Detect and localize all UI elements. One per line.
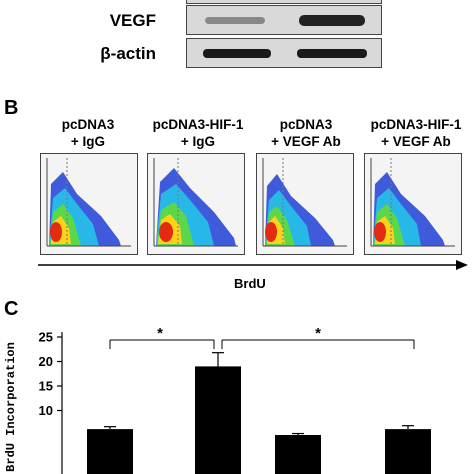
- band-actin-1: [203, 49, 271, 58]
- y-tick-label-1: 20: [39, 354, 53, 369]
- bar-2: [275, 435, 321, 474]
- flow-title-4: pcDNA3-HIF-1 + VEGF Ab: [360, 116, 472, 150]
- bar-chart: 25 20 15 10 * *: [39, 325, 431, 474]
- flow-title-3-line2: + VEGF Ab: [271, 134, 341, 149]
- flow-plot-4: [364, 153, 462, 255]
- bar-3: [385, 429, 431, 474]
- flow-title-2: pcDNA3-HIF-1 + IgG: [142, 116, 254, 150]
- bar-1: [195, 366, 241, 474]
- y-tick-label-2: 15: [39, 379, 53, 394]
- flow-title-3: pcDNA3 + VEGF Ab: [256, 116, 356, 150]
- blot-top-strip: [186, 0, 382, 4]
- flow-title-1-line2: + IgG: [70, 134, 106, 149]
- panel-c-letter: C: [4, 298, 19, 320]
- flow-title-4-line1: pcDNA3-HIF-1: [370, 117, 462, 132]
- flow-density-4: [365, 154, 461, 254]
- brdu-arrow: [38, 260, 468, 270]
- blot-strip-vegf: [186, 5, 382, 35]
- blot-label-beta-actin: β-actin: [100, 44, 156, 63]
- sig-star-2: *: [315, 325, 321, 342]
- flow-title-2-line2: + IgG: [180, 134, 216, 149]
- y-tick-label-0: 25: [39, 330, 53, 345]
- flow-plot-1: [40, 153, 138, 255]
- flow-title-4-line2: + VEGF Ab: [381, 134, 451, 149]
- panel-b-letter: B: [4, 97, 19, 119]
- flow-title-3-line1: pcDNA3: [279, 117, 333, 132]
- band-vegf-2: [299, 15, 365, 26]
- blot-strip-beta-actin: [186, 38, 382, 68]
- flow-density-1: [41, 154, 137, 254]
- flow-title-2-line1: pcDNA3-HIF-1: [152, 117, 244, 132]
- y-tick-label-3: 10: [39, 403, 53, 418]
- brdu-axis-label: BrdU: [234, 276, 266, 291]
- blot-label-vegf: VEGF: [109, 11, 156, 30]
- band-actin-2: [297, 49, 367, 58]
- band-vegf-1: [205, 17, 265, 24]
- flow-plot-3: [256, 153, 354, 255]
- flow-title-1-line1: pcDNA3: [61, 117, 115, 132]
- bar-0: [87, 429, 133, 474]
- flow-density-3: [257, 154, 353, 254]
- panel-a: VEGF β-actin: [0, 0, 474, 80]
- flow-title-1: pcDNA3 + IgG: [38, 116, 138, 150]
- flow-plot-2: [147, 153, 245, 255]
- sig-star-1: *: [157, 325, 163, 342]
- flow-density-2: [148, 154, 244, 254]
